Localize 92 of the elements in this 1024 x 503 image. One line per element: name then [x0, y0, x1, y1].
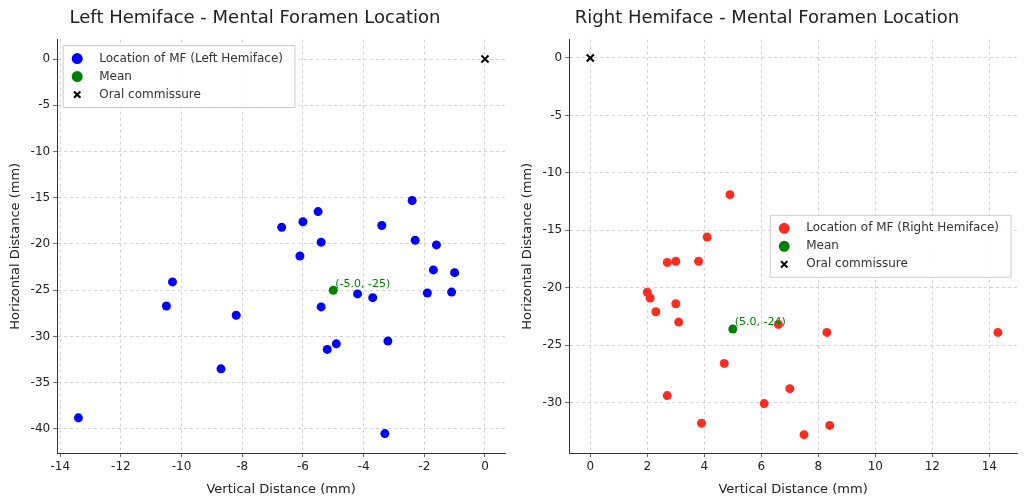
x-tick-label: -12 [111, 459, 131, 474]
point [328, 285, 338, 295]
point [353, 289, 363, 299]
point [645, 293, 655, 303]
y-tick-label: -40 [30, 421, 51, 436]
point [719, 358, 729, 368]
point [313, 207, 323, 217]
x-tick-label: 4 [700, 459, 709, 474]
y-tick-label: -25 [30, 282, 51, 297]
annotation: (5.0, -24) [734, 315, 786, 329]
point [696, 418, 706, 428]
x-tick-label: 0 [481, 459, 489, 474]
point [295, 251, 305, 261]
y-tick-label: -30 [30, 328, 51, 343]
point [993, 327, 1003, 337]
x-tick-label: -14 [50, 459, 71, 474]
point [407, 196, 417, 206]
point [322, 344, 332, 354]
point [73, 413, 83, 423]
x-axis-title: Vertical Distance (mm) [206, 480, 356, 496]
x-tick-label: 2 [643, 459, 652, 474]
legend-label: Location of MF (Right Hemiface) [806, 220, 1000, 235]
legend-label: Mean [806, 238, 839, 253]
point [450, 268, 460, 278]
y-tick-label: -5 [38, 97, 51, 112]
x-tick-label: 6 [757, 459, 766, 474]
point [671, 256, 681, 266]
point [380, 429, 390, 439]
point [480, 54, 490, 64]
x-tick-label: 12 [924, 459, 940, 474]
x-tick-label: -10 [171, 459, 192, 474]
x-tick-label: -4 [357, 459, 370, 474]
x-tick-label: -8 [236, 459, 249, 474]
point [316, 302, 326, 312]
point [277, 222, 287, 232]
point [651, 307, 661, 317]
annotation: (-5.0, -25) [335, 276, 391, 290]
chart-title: Left Hemiface - Mental Foramen Location [69, 6, 441, 28]
y-tick-label: -10 [30, 143, 51, 158]
point [785, 384, 795, 394]
point [447, 287, 457, 297]
legend-label: Oral commissure [99, 86, 201, 101]
point [585, 53, 595, 63]
x-tick-label: -2 [418, 459, 431, 474]
x-tick-label: -6 [296, 459, 309, 474]
y-tick-label: -5 [550, 107, 563, 122]
point [161, 301, 171, 311]
point [383, 336, 393, 346]
legend-label: Mean [99, 68, 132, 83]
point [167, 277, 177, 287]
y-tick-label: -25 [542, 337, 563, 352]
point [298, 217, 308, 227]
point [231, 310, 241, 320]
point [822, 327, 832, 337]
y-tick-label: 0 [554, 50, 563, 65]
x-axis-title: Vertical Distance (mm) [718, 480, 868, 496]
point [702, 232, 712, 242]
point [431, 240, 441, 250]
y-tick-label: -20 [30, 236, 51, 251]
point [368, 293, 378, 303]
point [825, 420, 835, 430]
point [725, 190, 735, 200]
y-tick-label: -15 [542, 222, 563, 237]
chart-title: Right Hemiface - Mental Foramen Location [574, 6, 960, 28]
point [694, 256, 704, 266]
y-axis-title: Horizontal Distance (mm) [7, 162, 23, 330]
point [662, 257, 672, 267]
point [428, 265, 438, 275]
y-axis-title: Horizontal Distance (mm) [519, 162, 535, 330]
point [331, 339, 341, 349]
legend-label: Oral commissure [806, 256, 908, 271]
point [662, 391, 672, 401]
y-tick-label: -15 [30, 189, 51, 204]
legend-label: Location of MF (Left Hemiface) [99, 50, 283, 65]
point [316, 237, 326, 247]
y-tick-label: -10 [542, 164, 563, 179]
point [674, 317, 684, 327]
x-tick-label: 8 [814, 459, 823, 474]
point [759, 399, 769, 409]
x-tick-label: 14 [981, 459, 997, 474]
point [422, 288, 432, 298]
x-tick-label: 0 [586, 459, 595, 474]
point [377, 220, 387, 230]
point [671, 299, 681, 309]
point [799, 430, 809, 440]
y-tick-label: 0 [42, 51, 51, 66]
y-tick-label: -30 [542, 394, 563, 409]
y-tick-label: -20 [542, 279, 563, 294]
x-tick-label: 10 [867, 459, 883, 474]
point [410, 235, 420, 245]
point [216, 364, 226, 374]
y-tick-label: -35 [30, 374, 51, 389]
